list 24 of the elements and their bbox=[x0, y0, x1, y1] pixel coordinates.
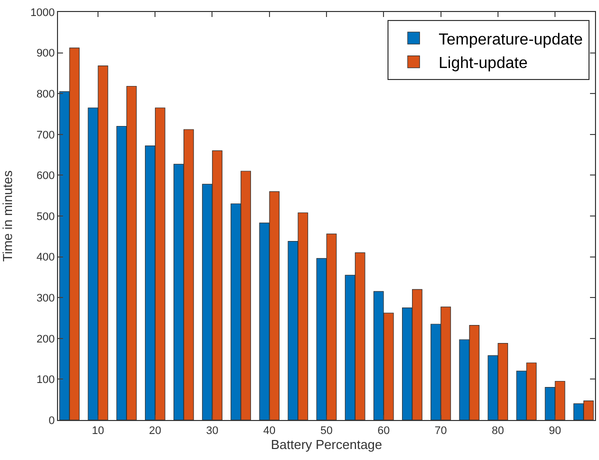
y-tick-label: 900 bbox=[36, 48, 55, 60]
y-tick-label: 1000 bbox=[30, 6, 55, 19]
y-tick-label: 600 bbox=[36, 170, 55, 182]
y-tick-label: 200 bbox=[36, 333, 55, 346]
x-tick-label: 80 bbox=[492, 425, 504, 438]
y-tick-label: 700 bbox=[36, 129, 55, 142]
legend-label: Light-update bbox=[438, 55, 528, 72]
x-axis-title: Battery Percentage bbox=[270, 437, 382, 452]
y-tick-label: 400 bbox=[36, 252, 55, 264]
x-tick-label: 70 bbox=[434, 425, 447, 438]
x-tick-label: 20 bbox=[148, 425, 162, 438]
x-tick-label: 40 bbox=[263, 425, 276, 438]
y-axis-title: Time in minutes bbox=[0, 170, 15, 262]
x-tick-label: 30 bbox=[206, 425, 218, 438]
x-tick-label: 90 bbox=[548, 425, 562, 438]
x-tick-label: 50 bbox=[320, 425, 333, 438]
y-tick-label: 500 bbox=[36, 210, 55, 223]
legend-label: Temperature-update bbox=[438, 31, 583, 48]
y-tick-label: 100 bbox=[36, 374, 55, 386]
y-tick-label: 0 bbox=[48, 414, 55, 427]
x-tick-label: 60 bbox=[378, 425, 390, 438]
y-tick-label: 800 bbox=[36, 88, 55, 100]
x-tick-label: 10 bbox=[92, 425, 104, 438]
y-tick-label: 300 bbox=[36, 292, 55, 304]
